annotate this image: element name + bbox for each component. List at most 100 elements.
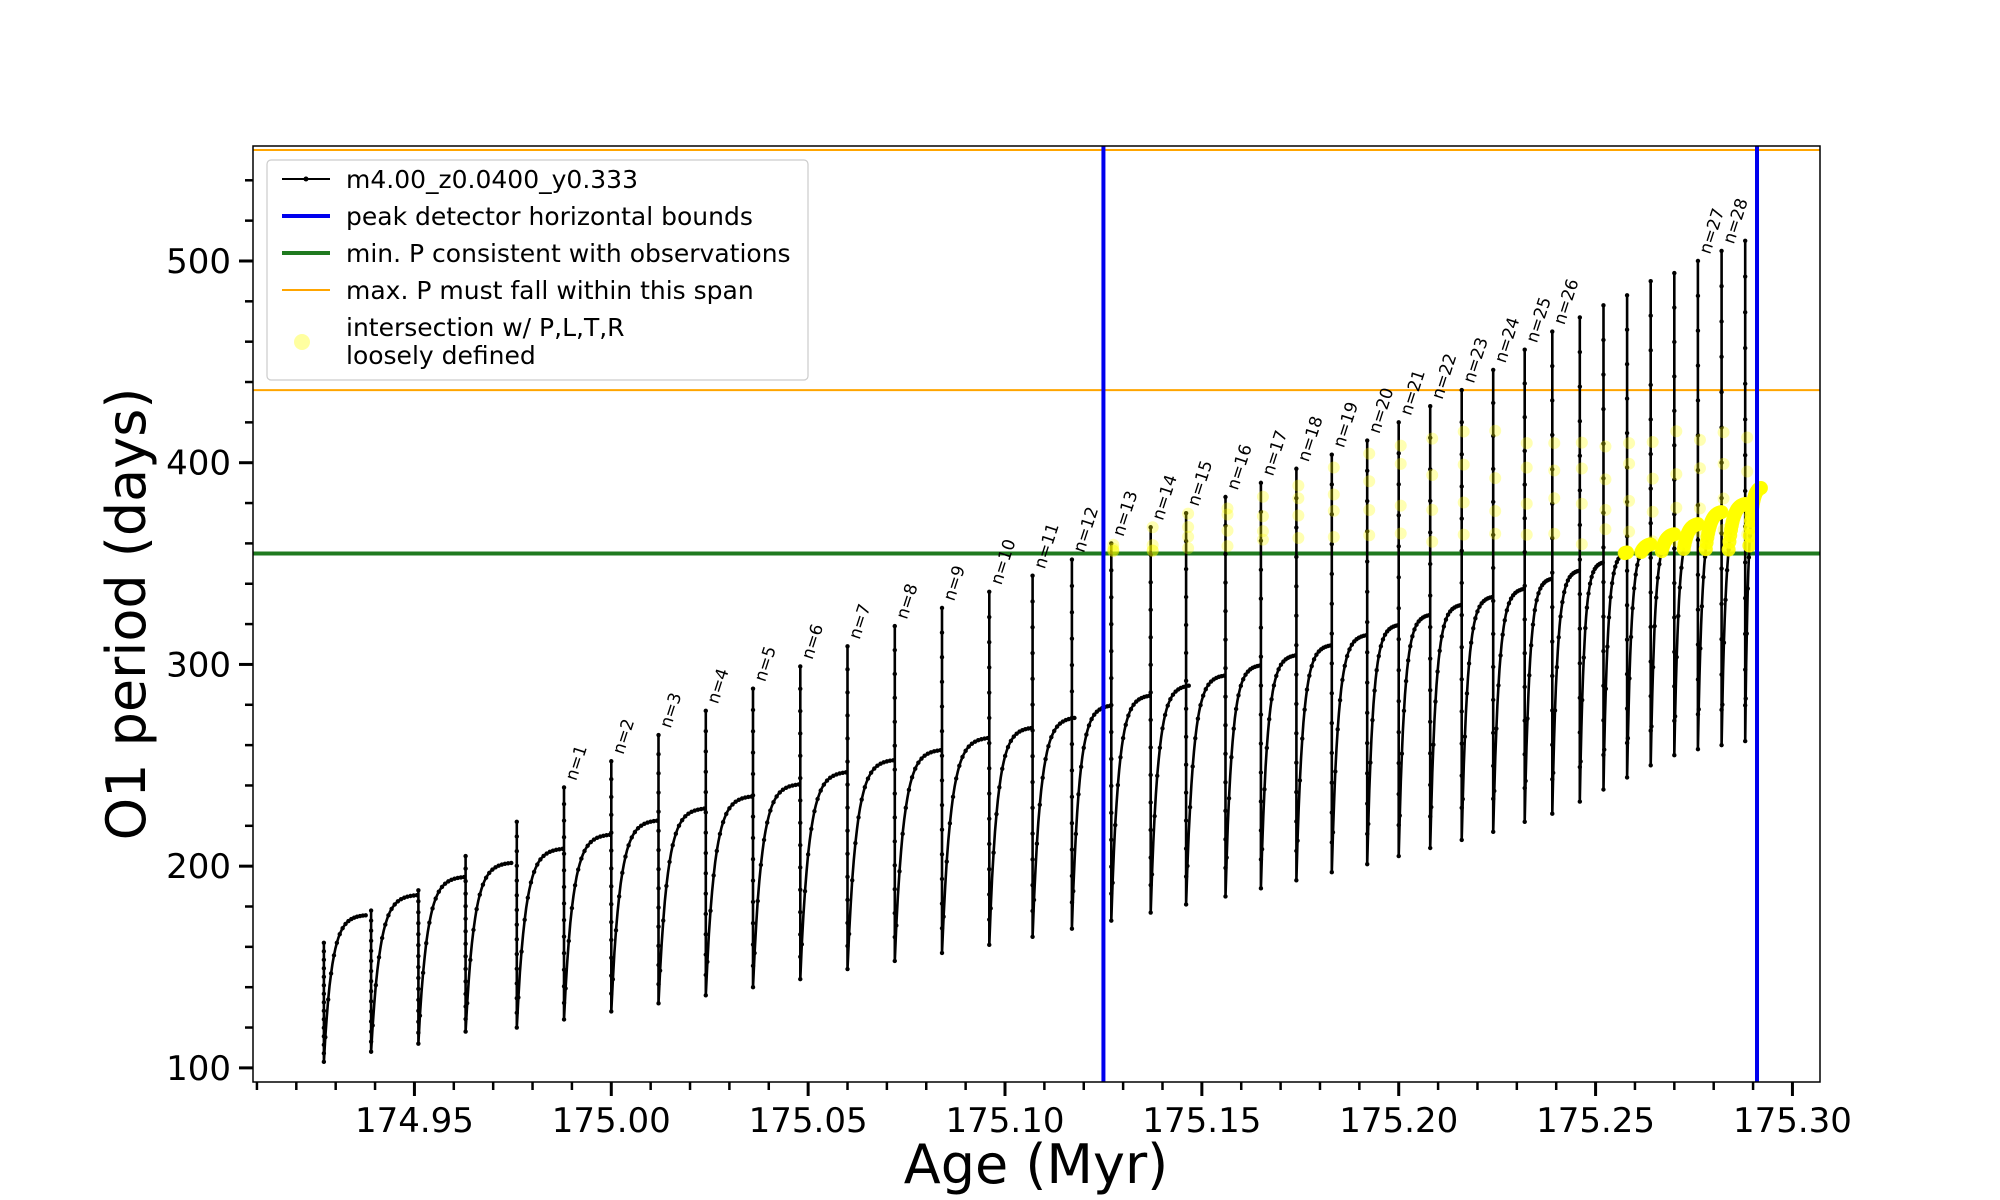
series-point [1721,640,1727,645]
series-point [1258,625,1264,630]
series-point [1258,538,1264,544]
horizontal-reference-lines [253,149,1820,556]
series-point [1162,712,1168,718]
series-point [386,913,391,918]
series-point [1719,707,1724,713]
series-point [903,805,908,811]
series-point [514,1010,519,1016]
series-point [656,1001,661,1006]
series-point [1223,723,1228,728]
series-point [1550,398,1555,403]
series-point [1428,498,1433,504]
series-point [1183,818,1189,823]
series-point [609,973,614,978]
series-point [1550,742,1555,748]
series-point [953,776,959,781]
series-point [1399,751,1405,756]
series-point [703,728,708,734]
series-point [1577,799,1583,804]
series-point [463,904,468,909]
series-point [1624,706,1630,711]
series-point [1522,347,1527,352]
series-point [463,891,468,896]
series-point [683,814,688,819]
series-point [1624,603,1630,608]
intersection-point [1363,447,1376,460]
series-point [1630,606,1635,611]
series-point [1337,697,1343,703]
series-point [656,809,661,814]
series-point [569,905,575,911]
series-point [1743,696,1748,701]
series-point [1160,726,1165,731]
series-point [656,771,661,776]
series-point [528,880,534,885]
series-point [987,866,992,872]
intersection-point [1670,501,1683,514]
series-point [750,835,756,841]
series-point [1262,787,1267,792]
series-point [892,623,897,629]
series-point [1701,574,1706,580]
series-point [1148,910,1153,915]
series-point [1624,327,1630,332]
series-point [1477,604,1482,609]
intersection-point [1599,503,1612,516]
intersection-point [1717,426,1730,439]
series-point [1258,857,1264,862]
series-point [1224,855,1229,860]
series-point [321,1008,327,1014]
series-point [780,787,786,792]
series-point [1148,772,1153,778]
series-point [368,999,374,1004]
series-point [1258,886,1264,891]
series-point [1650,664,1656,670]
series-point [1522,381,1527,386]
series-point [1719,531,1724,536]
series-point [483,875,489,880]
series-point [1624,430,1630,436]
series-point [609,830,614,835]
intersection-point [1548,492,1561,505]
series-point [1110,880,1115,885]
series-point [609,937,614,943]
series-point [368,918,374,923]
series-point [1329,750,1334,756]
series-point [939,901,945,906]
series-point [724,811,729,817]
series-point [1329,780,1334,785]
series-point [1459,420,1464,425]
intersection-point [1489,472,1502,485]
series-point [969,741,975,746]
series-point [1396,822,1401,828]
series-point [1396,575,1401,580]
series-point [424,940,429,946]
series-point [750,686,756,691]
series-point [1294,613,1299,618]
series-point [1459,837,1464,843]
series-point [1396,606,1401,611]
series-point [1719,566,1724,571]
series-point [987,640,992,645]
series-point [1109,810,1114,816]
series-point [1069,636,1075,641]
series-point [703,952,708,957]
series-point [1695,746,1701,752]
series-point [892,934,897,940]
series-point [1577,453,1583,458]
series-point [474,906,479,912]
series-point [1538,586,1543,591]
intersection-point [1623,437,1636,450]
series-point [1724,567,1730,573]
intersection-point [1575,497,1588,510]
series-point [1648,728,1653,733]
series-point [1522,819,1527,824]
intersection-point [1107,544,1120,557]
intersection-point [1394,457,1407,470]
intersection-point [1693,502,1706,515]
series-point [1412,627,1417,632]
series-point [561,950,567,956]
series-point [480,882,486,887]
series-point [1581,655,1586,660]
series-point [1187,804,1193,810]
